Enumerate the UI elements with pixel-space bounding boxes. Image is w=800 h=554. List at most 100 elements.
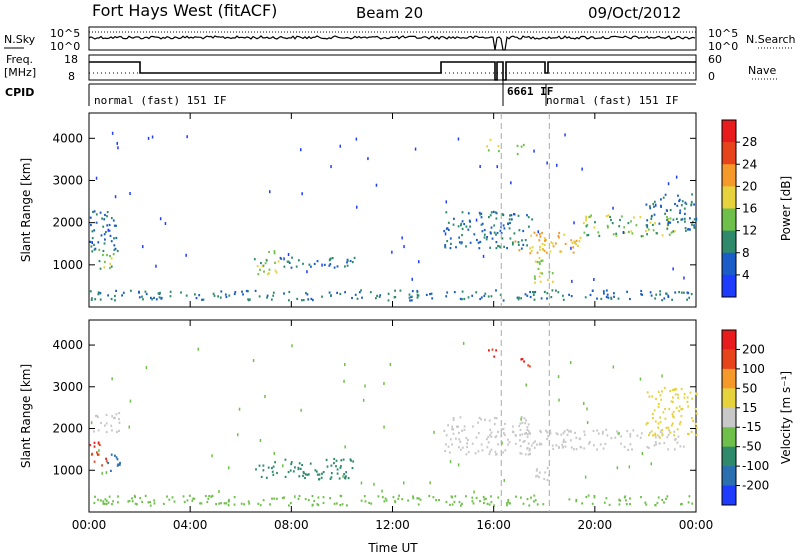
- data-cell: [641, 452, 644, 455]
- data-cell: [180, 291, 182, 294]
- data-cell: [91, 297, 93, 300]
- data-cell: [684, 227, 687, 230]
- data-cell: [645, 203, 648, 206]
- data-cell: [449, 451, 451, 454]
- data-region: [255, 457, 355, 481]
- data-cell: [676, 204, 679, 207]
- data-cell: [670, 231, 673, 234]
- data-cell: [195, 297, 198, 300]
- data-cell: [356, 205, 358, 209]
- data-cell: [411, 277, 413, 281]
- data-cell: [690, 430, 693, 433]
- data-cell: [657, 402, 660, 405]
- data-cell: [695, 392, 698, 395]
- data-cell: [538, 471, 541, 474]
- data-cell: [584, 296, 587, 299]
- data-cell: [665, 426, 668, 429]
- data-cell: [670, 424, 673, 427]
- data-cell: [527, 429, 530, 433]
- data-cell: [687, 228, 689, 231]
- data-cell: [112, 500, 114, 503]
- data-cell: [529, 247, 531, 250]
- colorbar-swatch: [722, 164, 736, 187]
- data-cell: [315, 470, 318, 473]
- data-cell: [252, 359, 255, 363]
- data-cell: [378, 295, 381, 298]
- data-cell: [648, 446, 650, 449]
- data-cell: [596, 297, 598, 300]
- data-cell: [562, 294, 564, 297]
- data-cell: [92, 210, 94, 213]
- data-cell: [465, 453, 468, 456]
- data-cell: [419, 498, 422, 501]
- data-cell: [478, 247, 481, 250]
- data-cell: [674, 202, 676, 206]
- data-cell: [346, 264, 349, 267]
- data-cell: [461, 298, 463, 301]
- data-cell: [114, 195, 117, 199]
- data-cell: [555, 432, 558, 435]
- data-cell: [520, 416, 523, 419]
- data-cell: [102, 500, 105, 503]
- data-cell: [100, 421, 102, 425]
- noise-trace: [88, 31, 696, 51]
- data-cell: [636, 434, 639, 437]
- data-cell: [139, 497, 142, 500]
- data-cell: [227, 504, 230, 507]
- data-cell: [520, 452, 523, 455]
- data-cell: [445, 434, 448, 437]
- data-cell: [673, 434, 675, 437]
- data-region: [516, 143, 525, 156]
- data-cell: [652, 434, 654, 437]
- data-cell: [483, 498, 486, 501]
- data-cell: [460, 504, 462, 507]
- data-cell: [141, 500, 144, 503]
- data-cell: [269, 190, 271, 194]
- data-cell: [539, 235, 542, 238]
- data-cell: [465, 495, 467, 498]
- colorbar-swatch: [722, 388, 736, 409]
- data-cell: [294, 466, 296, 469]
- data-cell: [687, 501, 690, 504]
- data-cell: [105, 413, 108, 416]
- data-cell: [689, 391, 692, 394]
- data-cell: [94, 298, 97, 301]
- data-cell: [536, 503, 539, 506]
- data-cell: [667, 294, 670, 297]
- data-cell: [646, 233, 648, 236]
- data-cell: [443, 429, 446, 432]
- data-cell: [113, 417, 115, 420]
- data-cell: [503, 432, 505, 435]
- data-cell: [487, 441, 490, 444]
- data-cell: [518, 229, 521, 232]
- data-cell: [282, 464, 284, 468]
- data-cell: [691, 223, 693, 226]
- data-cell: [284, 458, 287, 461]
- data-cell: [663, 442, 666, 445]
- data-cell: [479, 297, 482, 301]
- data-cell: [672, 218, 675, 221]
- data-cell: [685, 229, 687, 232]
- data-cell: [629, 433, 632, 436]
- data-cell: [297, 466, 300, 469]
- data-region: [645, 193, 698, 232]
- data-cell: [676, 441, 679, 444]
- data-cell: [625, 503, 628, 506]
- data-cell: [100, 234, 103, 237]
- data-cell: [499, 229, 502, 232]
- data-cell: [498, 150, 500, 153]
- data-cell: [336, 472, 339, 475]
- data-cell: [117, 146, 119, 150]
- data-cell: [630, 230, 633, 233]
- data-cell: [258, 464, 261, 467]
- data-cell: [93, 210, 96, 213]
- data-cell: [103, 260, 106, 263]
- data-cell: [623, 226, 626, 229]
- data-region: [443, 210, 533, 250]
- data-cell: [288, 290, 291, 294]
- data-cell: [169, 295, 172, 298]
- data-cell: [623, 445, 626, 449]
- data-cell: [528, 449, 531, 452]
- data-cell: [228, 466, 230, 470]
